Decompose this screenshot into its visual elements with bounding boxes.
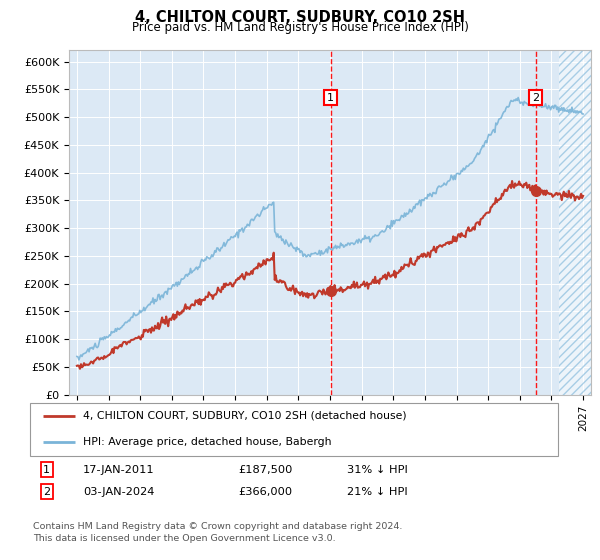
Text: Contains HM Land Registry data © Crown copyright and database right 2024.
This d: Contains HM Land Registry data © Crown c…	[33, 522, 403, 543]
Text: 1: 1	[327, 92, 334, 102]
Text: 1: 1	[43, 465, 50, 475]
Text: 21% ↓ HPI: 21% ↓ HPI	[347, 487, 407, 497]
Bar	[559, 50, 591, 395]
Text: HPI: Average price, detached house, Babergh: HPI: Average price, detached house, Babe…	[83, 436, 331, 446]
Text: £366,000: £366,000	[239, 487, 293, 497]
Text: 2: 2	[43, 487, 50, 497]
Text: 03-JAN-2024: 03-JAN-2024	[83, 487, 154, 497]
Text: 4, CHILTON COURT, SUDBURY, CO10 2SH: 4, CHILTON COURT, SUDBURY, CO10 2SH	[135, 10, 465, 25]
Text: 4, CHILTON COURT, SUDBURY, CO10 2SH (detached house): 4, CHILTON COURT, SUDBURY, CO10 2SH (det…	[83, 411, 406, 421]
Text: 17-JAN-2011: 17-JAN-2011	[83, 465, 154, 475]
Bar	[559, 50, 591, 395]
Text: £187,500: £187,500	[239, 465, 293, 475]
Text: Price paid vs. HM Land Registry's House Price Index (HPI): Price paid vs. HM Land Registry's House …	[131, 21, 469, 34]
Text: 2: 2	[532, 92, 539, 102]
Text: 31% ↓ HPI: 31% ↓ HPI	[347, 465, 407, 475]
